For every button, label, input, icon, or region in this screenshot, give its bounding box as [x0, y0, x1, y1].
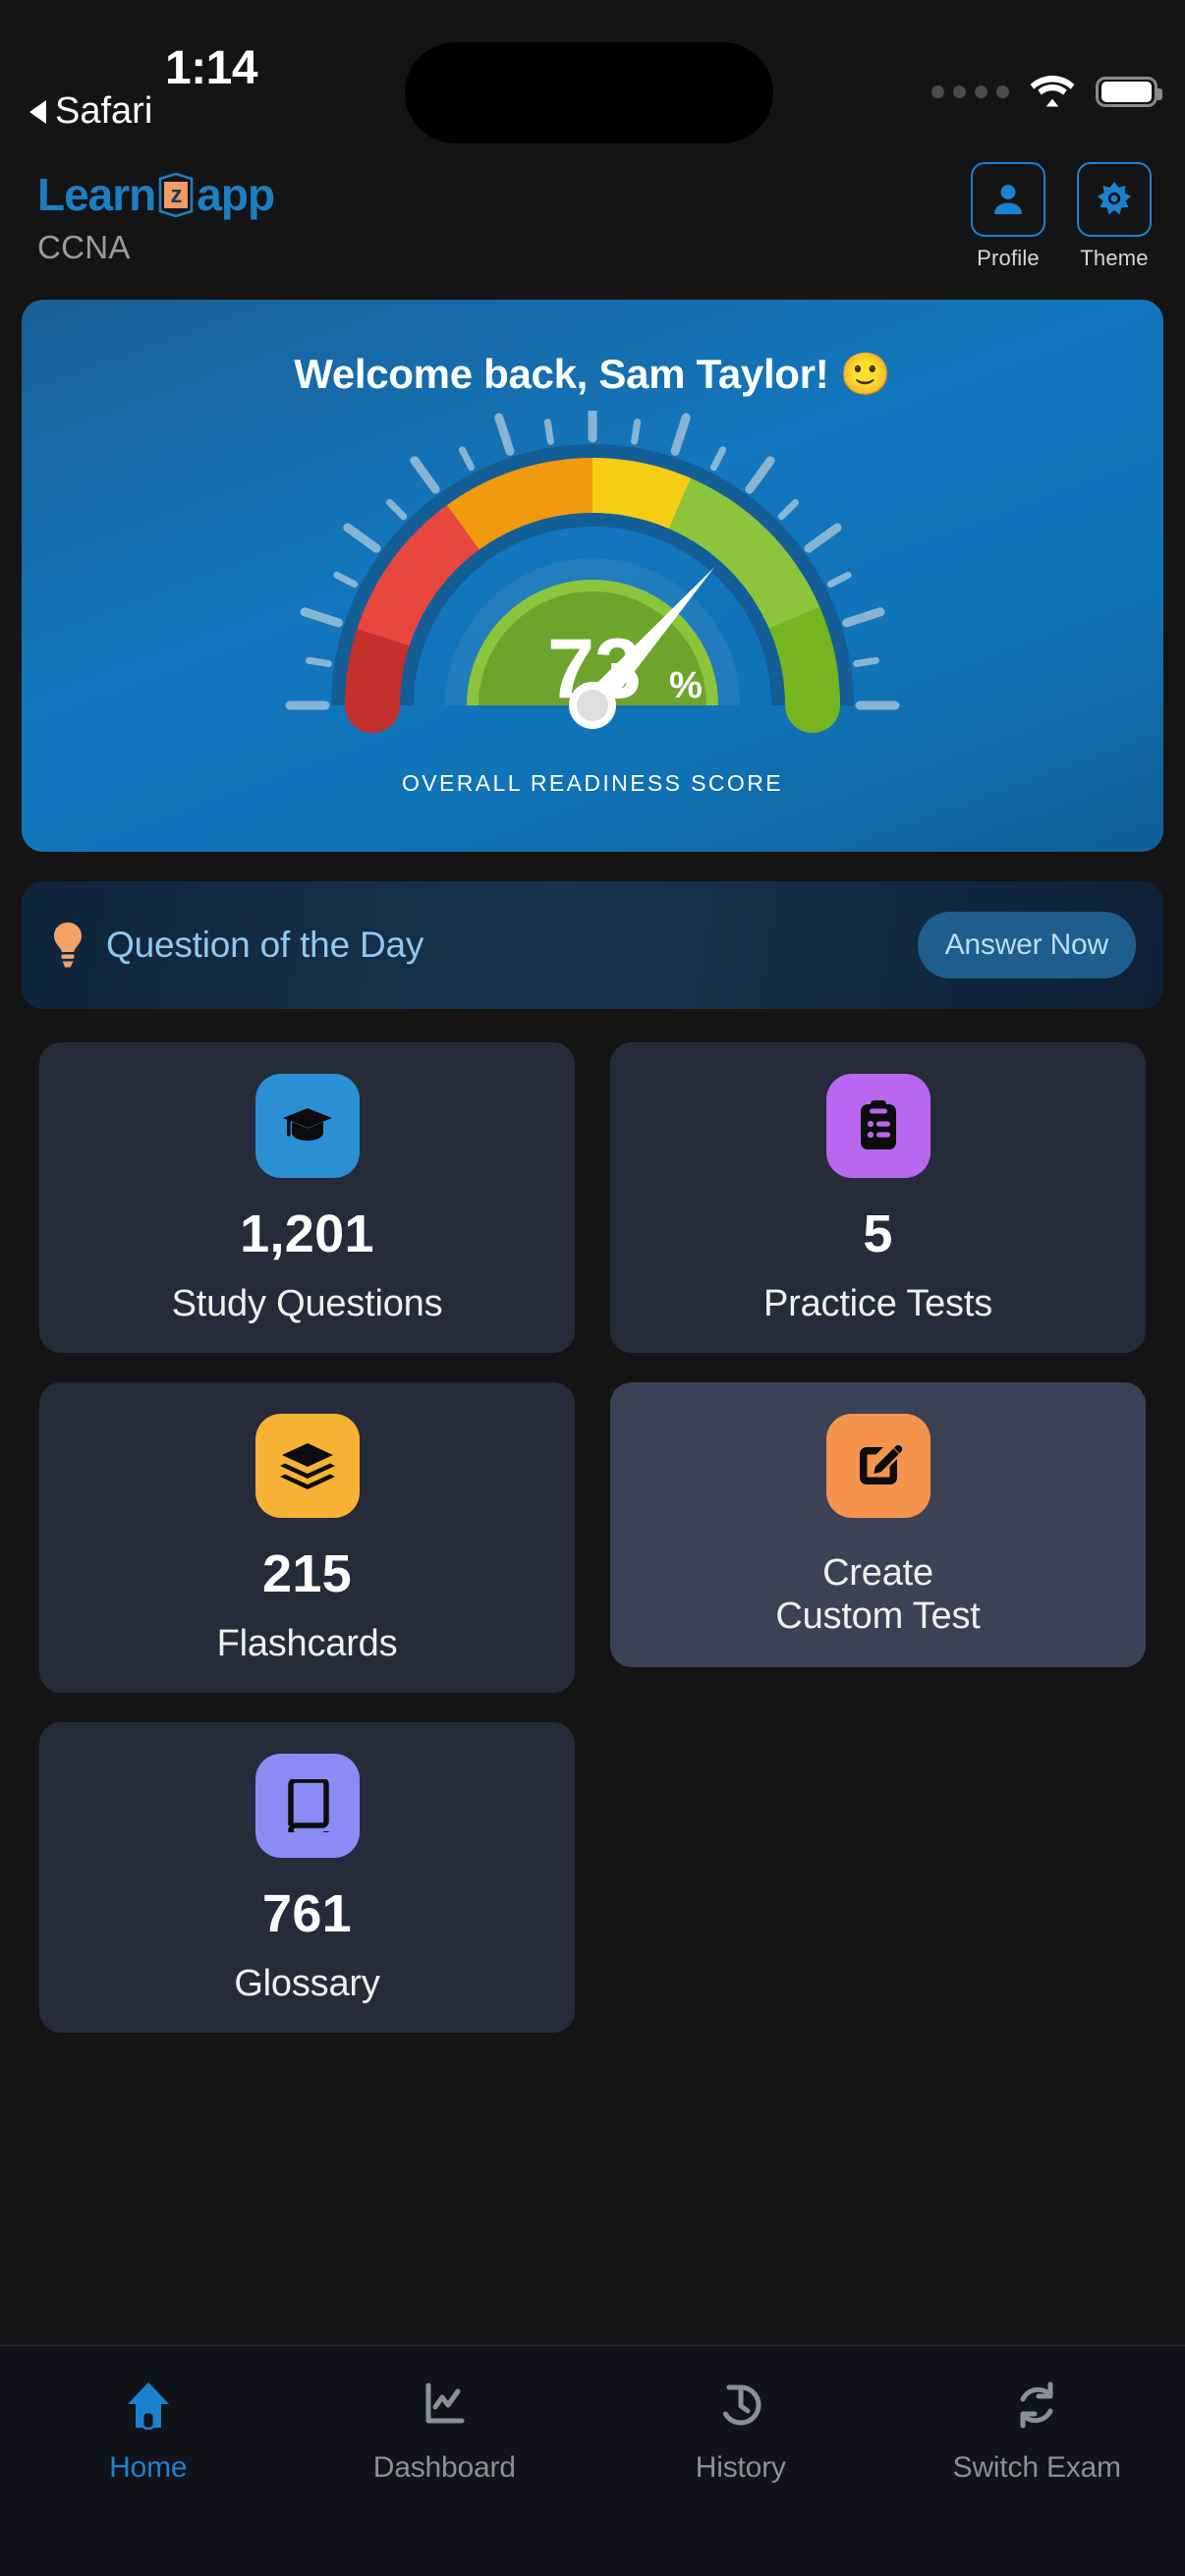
sync-icon [1011, 2380, 1062, 2436]
stat-cell: 5 Practice Tests [592, 1042, 1163, 1382]
stat-card-glossary[interactable]: 761 Glossary [39, 1722, 575, 2034]
battery-full-icon [1096, 76, 1162, 107]
back-label: Safari [55, 90, 153, 132]
theme-button-label: Theme [1080, 246, 1149, 270]
stat-value: 1,201 [240, 1204, 374, 1263]
stat-label: Practice Tests [762, 1283, 993, 1324]
nav-label: Switch Exam [952, 2451, 1121, 2484]
edit-square-icon [825, 1414, 931, 1519]
stat-label: Study Questions [171, 1283, 443, 1324]
stat-cell: Create Custom Test [592, 1382, 1163, 1722]
gauge-caption: OVERALL READINESS SCORE [402, 770, 783, 796]
welcome-greeting: Welcome back, Sam Taylor! 🙂 [294, 351, 891, 397]
current-exam-label: CCNA [37, 229, 131, 265]
svg-text:%: % [669, 665, 703, 706]
stat-cell: 1,201 Study Questions [22, 1042, 592, 1382]
app-logo: Learn z app CCNA [37, 169, 275, 266]
chart-line-icon [419, 2380, 470, 2436]
layers-icon [254, 1414, 360, 1519]
stat-card-create-custom-test[interactable]: Create Custom Test [610, 1382, 1146, 1668]
stat-value: 5 [863, 1204, 893, 1263]
graduation-cap-icon [254, 1074, 360, 1178]
stat-label: Glossary [234, 1963, 380, 2005]
clock-rewind-icon [715, 2380, 766, 2436]
back-to-safari-button[interactable]: Safari [29, 90, 152, 133]
nav-item-home[interactable]: Home [0, 2380, 297, 2576]
nav-item-history[interactable]: History [592, 2380, 889, 2576]
status-bar-clock: 1:14 [165, 42, 258, 94]
nav-label: Home [109, 2451, 188, 2484]
stat-value: 761 [262, 1884, 352, 1944]
profile-button[interactable]: Profile [971, 162, 1045, 271]
stat-card-flashcards[interactable]: 215 Flashcards [39, 1382, 575, 1694]
home-icon [123, 2380, 174, 2436]
lightbulb-icon [54, 923, 82, 968]
header-actions: Profile Theme [971, 162, 1152, 271]
brand-suffix: app [197, 169, 275, 220]
triangle-left-icon [29, 99, 46, 124]
app-header: Learn z app CCNA [0, 162, 1185, 300]
answer-now-button[interactable]: Answer Now [917, 912, 1136, 979]
stat-label: Flashcards [216, 1623, 398, 1665]
nav-item-switch-exam[interactable]: Switch Exam [889, 2380, 1185, 2576]
status-bar: 1:14 Safari [0, 0, 1185, 162]
theme-button[interactable]: Theme [1077, 162, 1152, 271]
book-icon [254, 1754, 360, 1859]
svg-text:z: z [171, 182, 183, 208]
stat-cell: 215 Flashcards [22, 1382, 592, 1722]
wifi-icon [1030, 76, 1075, 107]
nav-item-dashboard[interactable]: Dashboard [297, 2380, 593, 2576]
profile-button-label: Profile [977, 246, 1040, 270]
question-of-the-day-bar[interactable]: Question of the Day Answer Now [22, 881, 1163, 1009]
person-icon [994, 185, 1022, 214]
question-of-the-day-title: Question of the Day [106, 924, 424, 965]
welcome-card: Welcome back, Sam Taylor! 🙂 73% OVERALL … [22, 300, 1163, 852]
stat-label: Create Custom Test [775, 1552, 981, 1638]
bottom-navigation: Home Dashboard History Switch Exam [0, 2345, 1185, 2576]
nav-label: Dashboard [372, 2451, 516, 2484]
status-bar-indicators [931, 75, 1162, 108]
readiness-gauge: 73% [268, 398, 917, 764]
stat-value: 215 [262, 1544, 352, 1604]
stat-card-practice-tests[interactable]: 5 Practice Tests [610, 1042, 1146, 1354]
brand-prefix: Learn [37, 169, 156, 220]
stat-cell: 761 Glossary [22, 1722, 592, 2062]
dynamic-island [405, 42, 773, 143]
stats-grid: 1,201 Study Questions 5 Practice Tests 215 Fl… [22, 1042, 1163, 2062]
gear-icon [1098, 182, 1131, 215]
nav-label: History [695, 2451, 786, 2484]
logo-book-icon: z [156, 172, 196, 217]
cellular-dots-icon [931, 84, 1009, 98]
stat-card-study-questions[interactable]: 1,201 Study Questions [39, 1042, 575, 1354]
clipboard-list-icon [825, 1074, 931, 1178]
